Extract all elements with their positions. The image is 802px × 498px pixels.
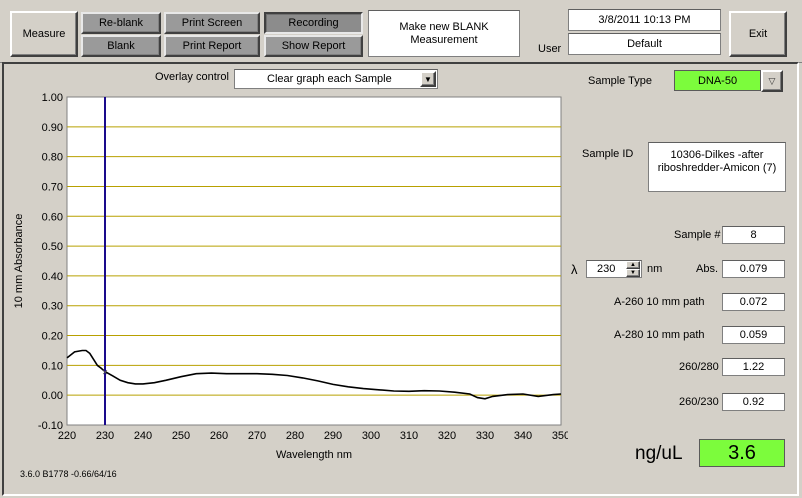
x-tick-labels: 220 230 240 250 260 270 280 290 300 310 320 330 340 3… [58,430,568,442]
x-tick-label: 230 [96,430,114,442]
abs-value: 0.079 [739,263,768,275]
blank-button-label: Blank [107,40,135,52]
x-tick-label: 290 [324,430,342,442]
y-tick-labels: -0.10 0.00 0.10 0.20 0.30 0.40 0.50 0.60 0.70 0.8… [38,92,63,432]
absorbance-chart: -0.10 0.00 0.10 0.20 0.30 0.40 0.50 0.60 0.70 0.8… [13,92,568,461]
y-tick-label: 0.60 [42,211,63,223]
blank-button[interactable]: Blank [81,35,161,57]
sample-type-value[interactable]: DNA-50 [674,70,761,91]
main-panel [2,62,799,496]
concentration-label: ng/uL [635,443,683,464]
x-tick-label: 330 [476,430,494,442]
x-tick-label: 320 [438,430,456,442]
y-tick-label: 0.00 [42,390,63,402]
x-axis-label: Wavelength nm [276,449,352,461]
datetime-text: 3/8/2011 10:13 PM [598,14,691,26]
status-message-text: Make new BLANK Measurement [399,20,489,46]
ratio-260-280-label: 260/280 [679,361,719,373]
sample-number-label: Sample # [674,229,721,241]
y-tick-label: 0.30 [42,301,63,313]
increment-icon[interactable]: ▲ [626,261,640,269]
sample-id-label: Sample ID [582,148,634,160]
sample-type-dropdown-icon[interactable]: ▽ [761,70,783,92]
x-tick-label: 240 [134,430,152,442]
exit-button[interactable]: Exit [729,11,787,57]
datetime-display: 3/8/2011 10:13 PM [568,9,721,31]
concentration-value: 3.6 [728,441,756,464]
sample-id-value: 10306-Dilkes -after riboshredder-Amicon … [657,149,777,174]
ratio-260-230-value: 0.92 [742,396,765,408]
reblank-button[interactable]: Re-blank [81,12,161,34]
a260-field: 0.072 [722,293,785,311]
a260-value: 0.072 [739,296,768,308]
y-tick-label: 0.10 [42,360,63,372]
overlay-control-label: Overlay control [155,71,229,83]
x-tick-label: 350 [552,430,568,442]
x-tick-label: 250 [172,430,190,442]
y-tick-label: 1.00 [42,92,63,104]
y-tick-label: 0.90 [42,122,63,134]
concentration-field: 3.6 [699,439,785,467]
measure-button-label: Measure [22,28,66,40]
x-tick-label: 270 [248,430,266,442]
exit-button-label: Exit [748,28,768,40]
sample-type-text: DNA-50 [697,74,738,87]
status-message: Make new BLANK Measurement [368,10,520,57]
y-tick-label: 0.40 [42,271,63,283]
measure-button[interactable]: Measure [10,11,78,57]
ratio-260-230-label: 260/230 [679,396,719,408]
sample-id-field[interactable]: 10306-Dilkes -after riboshredder-Amicon … [648,142,786,192]
x-tick-label: 220 [58,430,76,442]
a280-value: 0.059 [739,329,768,341]
a280-field: 0.059 [722,326,785,344]
x-tick-label: 280 [286,430,304,442]
show-report-button-label: Show Report [281,40,346,52]
a280-label: A-280 10 mm path [614,329,705,341]
y-tick-label: -0.10 [38,420,63,432]
x-tick-label: 340 [514,430,532,442]
ratio-260-230-field: 0.92 [722,393,785,411]
lambda-unit: nm [647,263,663,275]
print-screen-button[interactable]: Print Screen [164,12,260,34]
abs-label: Abs. [696,263,719,275]
ratio-260-280-value: 1.22 [742,361,765,373]
sample-number-value: 8 [750,229,757,241]
lambda-input[interactable]: 230 ▲ ▼ [586,260,642,278]
overlay-control-value: Clear graph each Sample [267,73,392,85]
print-report-button[interactable]: Print Report [164,35,260,57]
user-value: Default [627,38,662,50]
reblank-button-label: Re-blank [98,17,144,29]
y-tick-label: 0.50 [42,241,63,253]
y-tick-label: 0.20 [42,331,63,343]
user-field: Default [568,33,721,55]
x-tick-label: 310 [400,430,418,442]
recording-toggle-label: Recording [288,17,339,29]
recording-toggle[interactable]: Recording [264,12,363,34]
sample-number-field: 8 [722,226,785,244]
decrement-icon[interactable]: ▼ [626,269,640,277]
a260-label: A-260 10 mm path [614,296,705,308]
print-screen-button-label: Print Screen [181,17,243,29]
cursor-marker: × [102,368,108,379]
y-tick-label: 0.80 [42,152,63,164]
x-tick-label: 260 [210,430,228,442]
sample-type-label: Sample Type [588,75,653,87]
chevron-down-icon[interactable]: ▼ [420,71,436,87]
overlay-control-dropdown[interactable]: Clear graph each Sample ▼ [234,69,438,89]
y-axis-label: 10 mm Absorbance [13,214,25,309]
print-report-button-label: Print Report [182,40,242,52]
ratio-260-280-field: 1.22 [722,358,785,376]
user-label: User [538,43,562,55]
abs-field: 0.079 [722,260,785,278]
plot-area [66,96,562,426]
show-report-button[interactable]: Show Report [264,35,363,57]
grid-lines [67,126,561,396]
x-tick-label: 300 [362,430,380,442]
lambda-value: 230 [597,263,616,275]
lambda-symbol: λ [571,262,578,277]
spectrum-line [66,349,562,400]
y-tick-label: 0.70 [42,181,63,193]
version-text: 3.6.0 B1778 -0.66/64/16 [20,469,117,479]
